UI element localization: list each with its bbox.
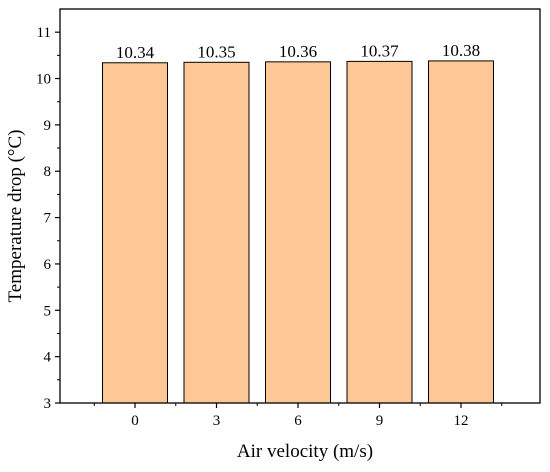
y-tick-label-3: 3 xyxy=(44,396,52,412)
y-tick-label-6: 6 xyxy=(44,257,52,273)
x-axis-title: Air velocity (m/s) xyxy=(237,441,373,462)
y-axis-title: Temperature drop (°C) xyxy=(5,130,26,303)
data-labels-layer: 10.34 10.35 10.36 10.37 10.38 xyxy=(116,41,480,62)
data-label-6: 10.36 xyxy=(279,42,317,61)
plot-frame xyxy=(59,8,541,404)
y-tick-label-10: 10 xyxy=(36,72,51,88)
x-tick-label-3: 3 xyxy=(213,413,221,429)
y-tick-label-5: 5 xyxy=(44,303,52,319)
y-tick-label-11: 11 xyxy=(37,25,51,41)
y-tick-label-7: 7 xyxy=(44,211,52,227)
y-tick-label-8: 8 xyxy=(44,164,52,180)
x-tick-label-6: 6 xyxy=(294,413,302,429)
x-tick-label-0: 0 xyxy=(131,413,139,429)
x-tick-label-12: 12 xyxy=(454,413,469,429)
data-label-12: 10.38 xyxy=(442,41,480,60)
data-label-9: 10.37 xyxy=(360,41,399,60)
bars-layer xyxy=(102,60,494,404)
axes-layer: 3 4 5 6 7 8 9 10 11 0 3 6 9 12 xyxy=(36,8,541,429)
x-tick-label-9: 9 xyxy=(376,413,384,429)
bar-9 xyxy=(346,60,413,404)
bar-6 xyxy=(265,61,331,404)
data-label-0: 10.34 xyxy=(116,43,155,62)
bar-0 xyxy=(102,62,168,404)
data-label-3: 10.35 xyxy=(197,42,235,61)
bar-3 xyxy=(183,61,250,404)
y-tick-label-4: 4 xyxy=(44,350,52,366)
bar-12 xyxy=(428,60,494,404)
y-tick-label-9: 9 xyxy=(44,118,52,134)
